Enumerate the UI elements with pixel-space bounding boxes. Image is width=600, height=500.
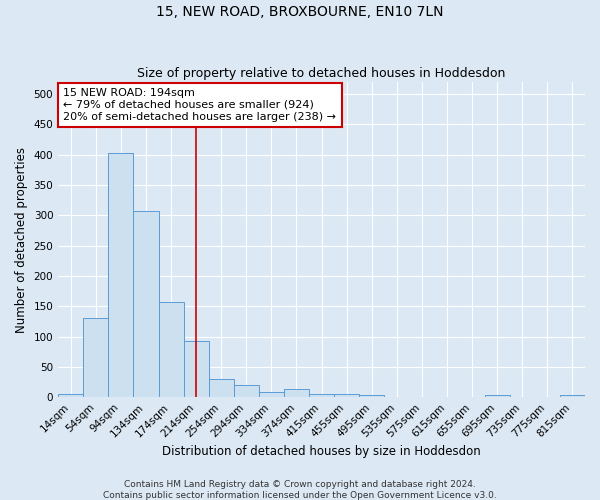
Bar xyxy=(58,394,83,397)
Title: Size of property relative to detached houses in Hoddesdon: Size of property relative to detached ho… xyxy=(137,66,506,80)
Bar xyxy=(485,396,510,397)
Bar xyxy=(359,396,385,397)
Bar xyxy=(133,210,158,397)
Y-axis label: Number of detached properties: Number of detached properties xyxy=(15,146,28,332)
Bar xyxy=(109,153,133,397)
Bar xyxy=(284,390,309,397)
Text: Contains HM Land Registry data © Crown copyright and database right 2024.
Contai: Contains HM Land Registry data © Crown c… xyxy=(103,480,497,500)
Bar xyxy=(560,396,585,397)
X-axis label: Distribution of detached houses by size in Hoddesdon: Distribution of detached houses by size … xyxy=(162,444,481,458)
Bar xyxy=(334,394,359,397)
Bar xyxy=(184,341,209,397)
Bar xyxy=(158,302,184,397)
Bar xyxy=(83,318,109,397)
Bar xyxy=(259,392,284,397)
Text: 15 NEW ROAD: 194sqm
← 79% of detached houses are smaller (924)
20% of semi-detac: 15 NEW ROAD: 194sqm ← 79% of detached ho… xyxy=(64,88,337,122)
Bar xyxy=(209,379,234,397)
Bar xyxy=(309,394,334,397)
Text: 15, NEW ROAD, BROXBOURNE, EN10 7LN: 15, NEW ROAD, BROXBOURNE, EN10 7LN xyxy=(156,5,444,19)
Bar xyxy=(234,385,259,397)
